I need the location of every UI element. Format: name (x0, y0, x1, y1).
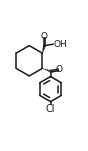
Text: Cl: Cl (46, 104, 55, 114)
Text: O: O (41, 32, 48, 41)
Text: OH: OH (53, 40, 67, 49)
Text: O: O (56, 66, 63, 74)
